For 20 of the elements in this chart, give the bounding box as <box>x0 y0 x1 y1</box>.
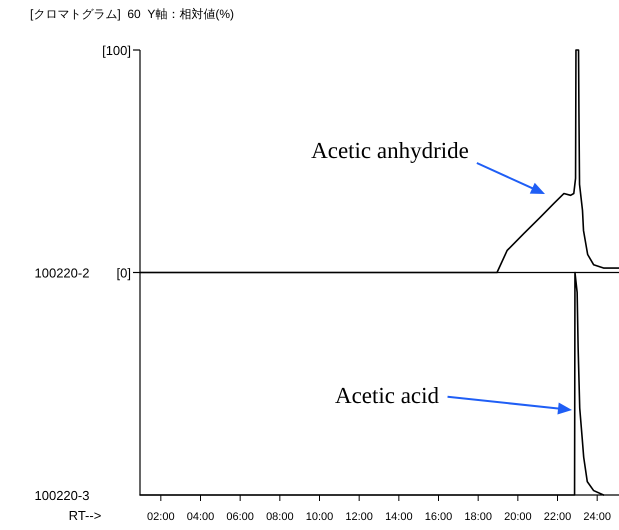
x-tick-label: 02:00 <box>147 511 175 523</box>
x-tick-label: 10:00 <box>306 511 334 523</box>
x-tick-label: 18:00 <box>464 511 492 523</box>
x-tick-label: 12:00 <box>345 511 373 523</box>
y-axis-title: 100220-3 <box>34 488 90 503</box>
chart-title: [クロマトグラム] 60 Y軸：相対値(%) <box>30 7 234 21</box>
y-tick-label: [0] <box>116 266 131 280</box>
x-axis-title: RT--> <box>68 508 102 523</box>
y-axis-title: 100220-2 <box>34 266 90 280</box>
x-tick-label: 08:00 <box>266 511 294 523</box>
annotation: Acetic anhydride <box>311 138 469 163</box>
x-tick-label: 20:00 <box>504 511 532 523</box>
y-tick-label: [100] <box>102 43 131 58</box>
x-tick-label: 14:00 <box>385 511 413 523</box>
x-tick-label: 16:00 <box>424 511 452 523</box>
x-tick-label: 22:00 <box>544 511 572 523</box>
annotation: Acetic acid <box>334 383 440 408</box>
x-tick-label: 06:00 <box>226 511 254 523</box>
x-tick-label: 24:00 <box>583 511 611 523</box>
x-tick-label: 04:00 <box>186 511 214 523</box>
